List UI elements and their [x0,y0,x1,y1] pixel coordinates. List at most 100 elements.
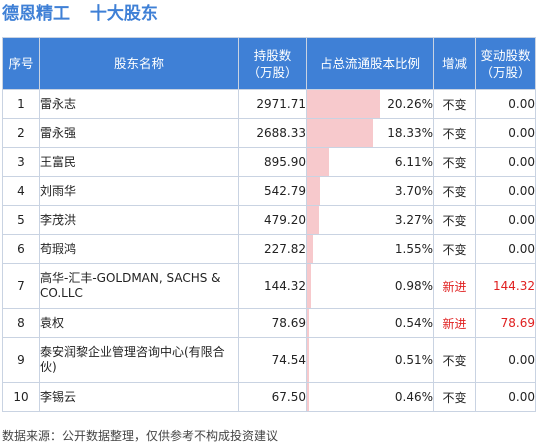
change-cell: 不变 [433,234,476,264]
holder-name-cell: 雷永志 [39,89,239,119]
ratio-value: 0.54% [394,316,433,330]
change-cell: 不变 [433,147,476,177]
table-row: 7 高华-汇丰-GOLDMAN, SACHS & CO.LLC 144.32 0.98… [2,263,536,309]
ratio-value: 3.27% [394,213,433,227]
table-row: 4 刘雨华 542.79 3.70% 不变 0.00 [2,176,536,206]
shares-cell: 2971.71 [238,89,307,119]
ratio-cell: 0.51% [306,337,434,383]
ratio-value: 1.55% [394,242,433,256]
ratio-cell: 0.54% [306,308,434,338]
holder-name-cell: 袁权 [39,308,239,338]
holder-name-cell: 王富民 [39,147,239,177]
data-source-note: 数据来源：公开数据整理，仅供参考不构成投资建议 [2,429,279,443]
rank-cell: 10 [2,382,40,412]
delta-cell: 144.32 [475,263,536,309]
ratio-cell: 3.27% [306,205,434,235]
rank-cell: 4 [2,176,40,206]
change-cell: 不变 [433,89,476,119]
table-row: 5 李茂洪 479.20 3.27% 不变 0.00 [2,205,536,235]
top-holders-table: 序号 股东名称 持股数 （万股） 占总流通股本比例 增减 变动股数 （万股） 1… [2,37,536,412]
delta-cell: 0.00 [475,234,536,264]
change-cell: 不变 [433,382,476,412]
shares-cell: 542.79 [238,176,307,206]
shares-cell: 67.50 [238,382,307,412]
header-delta: 变动股数 （万股） [475,37,536,90]
header-shares: 持股数 （万股） [238,37,307,90]
ratio-bar [307,90,381,118]
rank-cell: 3 [2,147,40,177]
ratio-bar [307,338,309,382]
header-change: 增减 [433,37,476,90]
header-name: 股东名称 [39,37,239,90]
shares-cell: 895.90 [238,147,307,177]
ratio-cell: 3.70% [306,176,434,206]
holder-name-cell: 李茂洪 [39,205,239,235]
ratio-bar [307,206,319,234]
change-cell: 新进 [433,263,476,309]
change-cell: 新进 [433,308,476,338]
ratio-cell: 0.46% [306,382,434,412]
delta-cell: 0.00 [475,382,536,412]
ratio-value: 0.51% [394,353,433,367]
ratio-value: 3.70% [394,184,433,198]
delta-cell: 0.00 [475,337,536,383]
shares-cell: 74.54 [238,337,307,383]
ratio-cell: 20.26% [306,89,434,119]
ratio-cell: 0.98% [306,263,434,309]
change-cell: 不变 [433,118,476,148]
delta-cell: 78.69 [475,308,536,338]
header-rank: 序号 [2,37,40,90]
ratio-bar [307,309,309,337]
delta-cell: 0.00 [475,118,536,148]
delta-cell: 0.00 [475,147,536,177]
ratio-bar [307,383,309,411]
ratio-value: 0.46% [394,390,433,404]
ratio-value: 0.98% [394,279,433,293]
table-row: 8 袁权 78.69 0.54% 新进 78.69 [2,308,536,338]
change-cell: 不变 [433,205,476,235]
shares-cell: 227.82 [238,234,307,264]
ratio-cell: 1.55% [306,234,434,264]
holder-name-cell: 泰安润黎企业管理咨询中心(有限合伙) [39,337,239,383]
page-title: 德恩精工 十大股东 [2,0,158,30]
delta-cell: 0.00 [475,205,536,235]
ratio-bar [307,235,313,263]
delta-cell: 0.00 [475,89,536,119]
holder-name-cell: 苟瑕鸿 [39,234,239,264]
rank-cell: 1 [2,89,40,119]
rank-cell: 9 [2,337,40,383]
rank-cell: 7 [2,263,40,309]
table-row: 9 泰安润黎企业管理咨询中心(有限合伙) 74.54 0.51% 不变 0.00 [2,337,536,383]
table-row: 2 雷永强 2688.33 18.33% 不变 0.00 [2,118,536,148]
ratio-bar [307,148,330,176]
ratio-bar [307,177,321,205]
ratio-value: 20.26% [387,97,433,111]
rank-cell: 5 [2,205,40,235]
shares-cell: 144.32 [238,263,307,309]
rank-cell: 8 [2,308,40,338]
ratio-bar [307,264,311,308]
holder-name-cell: 高华-汇丰-GOLDMAN, SACHS & CO.LLC [39,263,239,309]
ratio-cell: 18.33% [306,118,434,148]
rank-cell: 6 [2,234,40,264]
shares-cell: 479.20 [238,205,307,235]
header-ratio: 占总流通股本比例 [306,37,434,90]
table-row: 10 李锡云 67.50 0.46% 不变 0.00 [2,382,536,412]
table-row: 1 雷永志 2971.71 20.26% 不变 0.00 [2,89,536,119]
shares-cell: 2688.33 [238,118,307,148]
holder-name-cell: 刘雨华 [39,176,239,206]
table-row: 3 王富民 895.90 6.11% 不变 0.00 [2,147,536,177]
section-title: 十大股东 [89,4,158,24]
delta-cell: 0.00 [475,176,536,206]
ratio-bar [307,119,374,147]
ratio-cell: 6.11% [306,147,434,177]
rank-cell: 2 [2,118,40,148]
shares-cell: 78.69 [238,308,307,338]
table-header-row: 序号 股东名称 持股数 （万股） 占总流通股本比例 增减 变动股数 （万股） [2,37,536,90]
holder-name-cell: 雷永强 [39,118,239,148]
ratio-value: 18.33% [387,126,433,140]
stock-name: 德恩精工 [2,4,70,24]
ratio-value: 6.11% [394,155,433,169]
table-row: 6 苟瑕鸿 227.82 1.55% 不变 0.00 [2,234,536,264]
holder-name-cell: 李锡云 [39,382,239,412]
